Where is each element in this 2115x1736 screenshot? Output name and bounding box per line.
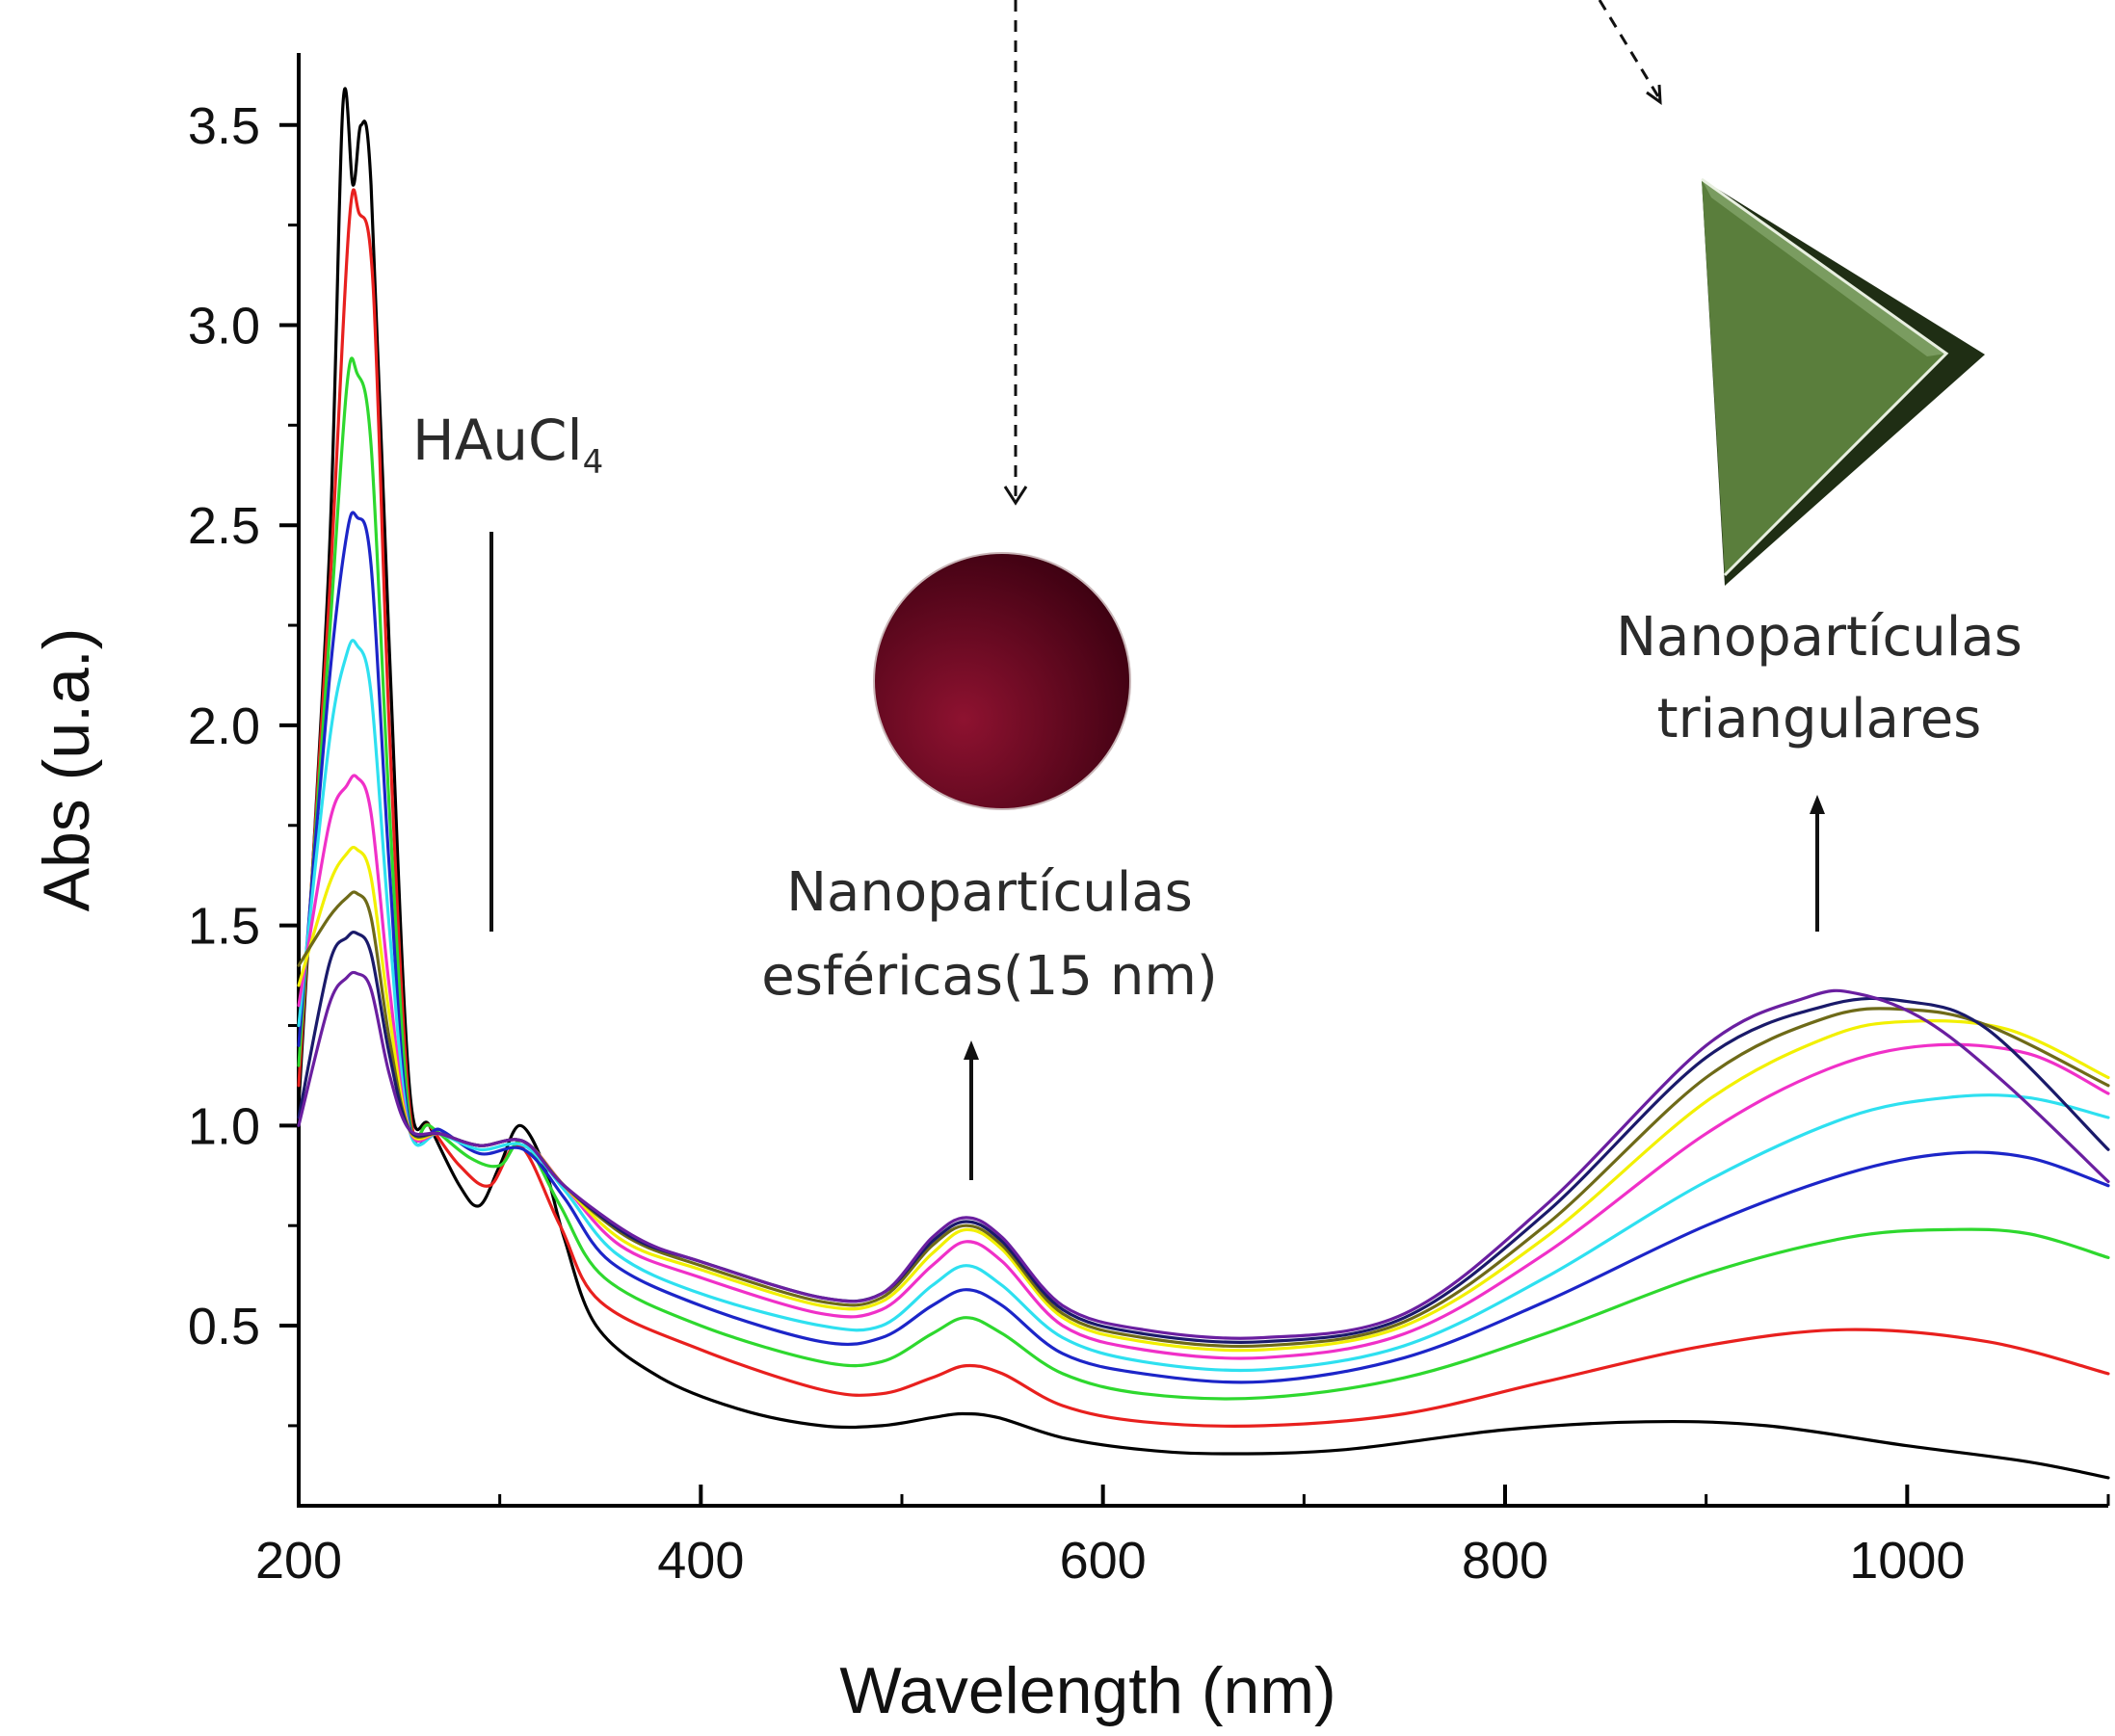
series-layer bbox=[297, 87, 2110, 1480]
y-tick-label: 0.5 bbox=[188, 1298, 260, 1355]
hauCl4-annotation: HAuCl4 bbox=[412, 408, 603, 932]
series-line-10 bbox=[297, 970, 2110, 1340]
series-line-2 bbox=[297, 188, 2110, 1428]
series-line-3 bbox=[297, 356, 2110, 1401]
dashed-pointer-arrows bbox=[1003, 0, 1662, 506]
dashed-arrow-sphere-head bbox=[1003, 486, 1028, 506]
x-tick-label: 400 bbox=[657, 1532, 744, 1590]
hauCl4-label: HAuCl4 bbox=[412, 408, 603, 482]
x-tick-label: 200 bbox=[255, 1532, 342, 1590]
series-line-5 bbox=[297, 639, 2110, 1373]
hauCl4-subscript: 4 bbox=[583, 443, 604, 482]
x-tick-label: 600 bbox=[1060, 1532, 1147, 1590]
triangles-label-line1: Nanopartículas bbox=[1616, 606, 2022, 669]
axes: 200 400 600 800 1000 0.5 1.0 1.5 2.0 2.5 3.0 3.5 Wav… bbox=[30, 53, 2110, 1727]
y-tick-label: 1.5 bbox=[188, 898, 260, 956]
series-line-1 bbox=[297, 87, 2110, 1480]
triangle-icon bbox=[1701, 177, 1985, 586]
triangles-label-line2: triangulares bbox=[1657, 688, 1982, 750]
y-axis-label: Abs (u.a.) bbox=[30, 628, 103, 912]
y-tick-label: 2.0 bbox=[188, 697, 260, 755]
hauCl4-main: HAuCl bbox=[412, 408, 583, 473]
spheres-label-line1: Nanopartículas bbox=[786, 861, 1193, 924]
sphere-icon bbox=[873, 552, 1131, 810]
triangle-edge bbox=[1701, 177, 1949, 577]
y-tick-label: 1.0 bbox=[188, 1097, 260, 1155]
dashed-arrow-triangle bbox=[1598, 0, 1661, 99]
spheres-arrow-head bbox=[964, 1040, 979, 1060]
y-tick-label: 2.5 bbox=[188, 497, 260, 555]
y-tick-label: 3.5 bbox=[188, 97, 260, 155]
series-line-6 bbox=[297, 774, 2110, 1360]
x-tick-label: 800 bbox=[1462, 1532, 1548, 1590]
dashed-arrow-triangle-head bbox=[1646, 84, 1662, 106]
x-axis-label: Wavelength (nm) bbox=[839, 1654, 1335, 1727]
series-line-7 bbox=[297, 845, 2110, 1353]
y-tick-label: 3.0 bbox=[188, 297, 260, 355]
spheres-label-line2: esféricas(15 nm) bbox=[761, 945, 1217, 1008]
series-line-8 bbox=[297, 890, 2110, 1349]
x-tick-label: 1000 bbox=[1849, 1532, 1965, 1590]
series-line-4 bbox=[297, 511, 2110, 1384]
spherical-nanoparticle-annotation: Nanopartículas esféricas(15 nm) bbox=[761, 552, 1218, 1180]
triangles-arrow-head bbox=[1810, 795, 1825, 814]
triangular-nanoparticle-annotation: Nanopartículas triangulares bbox=[1616, 177, 2022, 932]
triangle-face bbox=[1702, 179, 1946, 575]
